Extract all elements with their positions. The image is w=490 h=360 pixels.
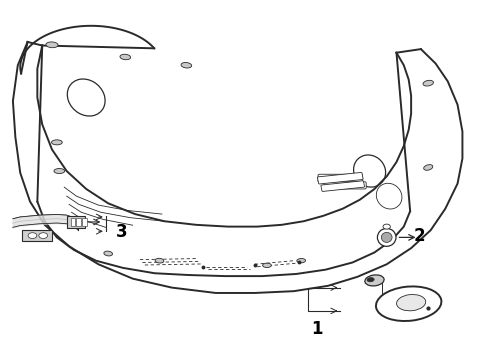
Ellipse shape [424, 165, 433, 170]
FancyBboxPatch shape [324, 182, 366, 189]
Bar [76, 218, 81, 226]
Ellipse shape [376, 287, 441, 321]
Text: 2: 2 [414, 226, 425, 244]
FancyBboxPatch shape [22, 230, 52, 241]
Ellipse shape [381, 232, 392, 242]
Ellipse shape [367, 278, 374, 282]
FancyBboxPatch shape [318, 174, 363, 182]
Ellipse shape [396, 294, 426, 311]
FancyBboxPatch shape [321, 181, 365, 192]
Bar [82, 218, 87, 226]
Ellipse shape [46, 42, 58, 48]
Ellipse shape [297, 258, 306, 263]
Ellipse shape [263, 263, 271, 267]
Text: 1: 1 [311, 320, 322, 338]
FancyBboxPatch shape [67, 216, 85, 228]
Ellipse shape [54, 168, 65, 174]
Ellipse shape [377, 228, 396, 246]
Ellipse shape [181, 63, 192, 68]
Ellipse shape [423, 80, 434, 86]
Ellipse shape [120, 54, 131, 60]
Ellipse shape [383, 224, 391, 229]
Bar [71, 218, 75, 226]
Ellipse shape [28, 233, 37, 238]
Ellipse shape [51, 140, 62, 145]
Ellipse shape [365, 275, 384, 286]
Ellipse shape [39, 233, 48, 238]
Text: 3: 3 [116, 223, 127, 241]
FancyBboxPatch shape [318, 172, 363, 184]
Ellipse shape [155, 258, 164, 263]
Ellipse shape [104, 251, 113, 256]
